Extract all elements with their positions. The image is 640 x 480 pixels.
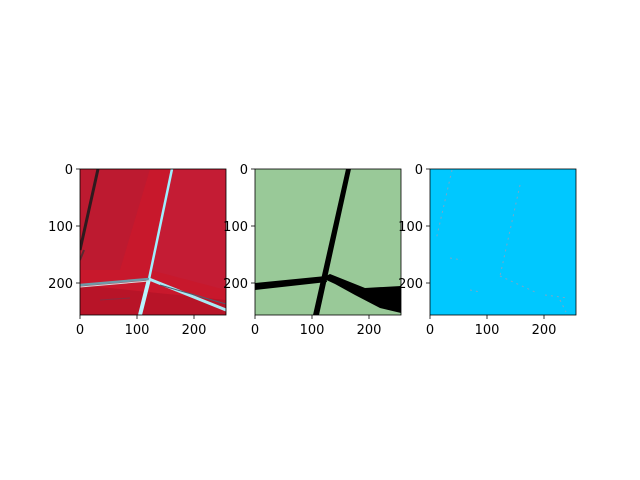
- panel-1-xtick-100: 100: [125, 323, 150, 338]
- panel-2-ytick-100: 100: [223, 220, 248, 235]
- panel-3-xtick-0: 0: [426, 323, 434, 338]
- ditch-left: [80, 169, 100, 251]
- panel-1: 0 100 200 0 100 200: [48, 163, 227, 338]
- mask-image: [255, 169, 401, 315]
- panel-1-ytick-100: 100: [48, 220, 73, 235]
- field-patch-bottom: [80, 285, 226, 315]
- panel-3-xtick-200: 200: [532, 323, 557, 338]
- difference-background: [430, 169, 576, 315]
- panel-3-xtick-100: 100: [475, 323, 500, 338]
- field-line: [99, 297, 131, 301]
- road-shadow-right: [159, 284, 226, 305]
- difference-image: [430, 169, 576, 315]
- panel-2: 0 100 200 0 100 200: [223, 163, 402, 338]
- satellite-image: [80, 169, 226, 315]
- panel-3-ytick-100: 100: [398, 220, 423, 235]
- panel-3-ticks: [426, 168, 545, 319]
- road-vertical-lower: [138, 278, 151, 315]
- panel-3-frame: [429, 168, 577, 316]
- panel-2-xtick-200: 200: [357, 323, 382, 338]
- panel-1-ytick-200: 200: [48, 277, 73, 292]
- road-diagonal-right: [148, 277, 226, 312]
- panel-3-ytick-200: 200: [398, 277, 423, 292]
- panel-1-frame: [79, 168, 227, 316]
- difference-speckles: [435, 169, 569, 313]
- panel-1-xtick-0: 0: [76, 323, 84, 338]
- panel-1-ytick-0: 0: [65, 163, 73, 178]
- panel-3: 0 100 200 0 100 200: [398, 163, 577, 338]
- field-patch-left: [80, 169, 150, 270]
- panel-1-ticks: [76, 168, 195, 319]
- mask-road-left: [255, 276, 327, 290]
- ditch-left-end: [80, 249, 85, 261]
- road-edge-left: [80, 280, 150, 288]
- field-patch-right: [150, 169, 226, 290]
- panel-2-ticks: [251, 168, 370, 319]
- panel-2-ytick-200: 200: [223, 277, 248, 292]
- panel-2-frame: [254, 168, 402, 316]
- panel-2-xtick-100: 100: [300, 323, 325, 338]
- panel-3-ytick-0: 0: [415, 163, 423, 178]
- road-vertical-upper: [147, 169, 174, 280]
- road-horizontal-left: [80, 277, 150, 287]
- panel-2-xtick-0: 0: [251, 323, 259, 338]
- mask-road-right: [322, 274, 401, 313]
- panel-1-xtick-200: 200: [182, 323, 207, 338]
- panel-2-ytick-0: 0: [240, 163, 248, 178]
